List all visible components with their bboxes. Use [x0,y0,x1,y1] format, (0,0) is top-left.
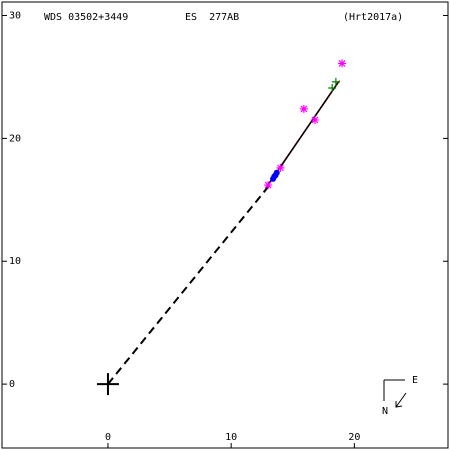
point [264,181,273,190]
orbit-line [107,183,272,385]
compass-east: E [412,375,418,386]
compass-arrow [395,392,407,408]
x-tick-label: 10 [225,432,237,443]
header-id: WDS 03502+3449 [44,12,128,23]
point [331,77,340,86]
x-tick-label: 20 [348,432,360,443]
point [276,163,285,172]
y-tick-label: 20 [9,133,21,144]
y-tick-label: 10 [9,256,21,267]
point [328,84,337,93]
point [96,373,119,396]
header-name: ES 277AB [185,12,239,23]
compass-north: N [382,406,388,417]
point [270,175,277,182]
y-tick-label: 0 [9,379,15,390]
point [299,104,308,113]
x-tick-label: 0 [105,432,111,443]
header-ref: (Hrt2017a) [343,12,403,23]
y-tick-label: 30 [9,11,21,22]
compass [383,379,407,408]
point [310,115,319,124]
compass-arrowhead [395,401,403,408]
point [338,59,347,68]
